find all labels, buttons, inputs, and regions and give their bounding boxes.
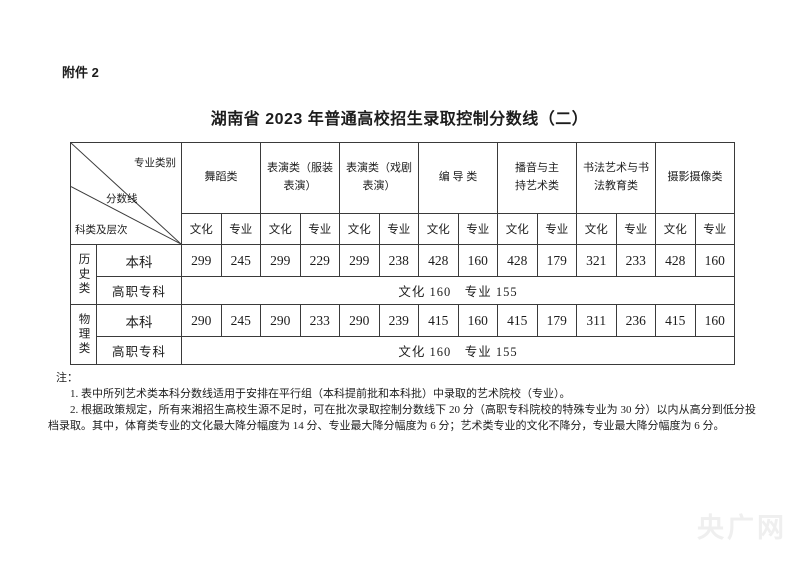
- page-title: 湖南省 2023 年普通高校招生录取控制分数线（二）: [210, 111, 589, 128]
- score-cell: 428: [497, 244, 538, 277]
- subheader-culture: 文化: [655, 213, 696, 245]
- category-header-directing: 编 导 类: [418, 142, 498, 214]
- score-cell: 229: [299, 244, 340, 277]
- category-header-broadcasting: 播音与主 持艺术类: [497, 142, 577, 214]
- table-row-physics-vocational: 高职专科 文化 160 专业 155: [71, 336, 735, 365]
- subheader-major: 专业: [615, 213, 656, 245]
- table-row-physics-undergrad: 物理类 本科 290 245 290 233 290 239 415 160 4…: [70, 304, 735, 365]
- score-cell: 160: [457, 244, 498, 277]
- category-header-performance-drama: 表演类（戏剧 表演）: [339, 142, 419, 214]
- subheader-culture: 文化: [260, 213, 301, 245]
- score-cell: 428: [418, 244, 459, 277]
- score-cell: 290: [339, 304, 380, 337]
- score-cell: 160: [457, 304, 498, 337]
- diagonal-divider-lines: [71, 143, 181, 244]
- subheader-major: 专业: [220, 213, 261, 245]
- category-header-calligraphy: 书法艺术与书 法教育类: [576, 142, 656, 214]
- attachment-label: 附件 2: [62, 65, 99, 80]
- vocational-merged-scores: 文化 160 专业 155: [181, 276, 735, 305]
- corner-label-subject-level: 科类及层次: [75, 225, 128, 237]
- score-cell: 238: [378, 244, 419, 277]
- score-cell: 160: [694, 244, 735, 277]
- table-header-row-categories: 专业类别 分数线 科类及层次 舞蹈类 表演类（服装 表演） 表演类（戏剧 表演）…: [70, 142, 735, 245]
- score-cell: 415: [497, 304, 538, 337]
- subheader-major: 专业: [378, 213, 419, 245]
- category-header-performance-fashion: 表演类（服装 表演）: [260, 142, 340, 214]
- score-table: 专业类别 分数线 科类及层次 舞蹈类 表演类（服装 表演） 表演类（戏剧 表演）…: [70, 142, 735, 365]
- subheader-culture: 文化: [576, 213, 617, 245]
- notes-section: 注： 1. 表中所列艺术类本科分数线适用于安排在平行组（本科提前批和本科批）中录…: [48, 371, 756, 435]
- group-label-physics: 物理类: [70, 304, 97, 365]
- category-header-dance: 舞蹈类: [181, 142, 261, 214]
- corner-label-professional-category: 专业类别: [134, 158, 176, 169]
- watermark-text: 央广网: [697, 513, 787, 543]
- score-cell: 290: [260, 304, 301, 337]
- level-label-vocational: 高职专科: [96, 276, 182, 305]
- score-cell: 321: [576, 244, 617, 277]
- score-cell: 290: [181, 304, 222, 337]
- subheader-major: 专业: [457, 213, 498, 245]
- corner-label-score-line: 分数线: [106, 194, 138, 205]
- subheader-culture: 文化: [181, 213, 222, 245]
- score-cell: 239: [378, 304, 419, 337]
- score-cell: 299: [260, 244, 301, 277]
- level-label-undergrad: 本科: [96, 304, 182, 337]
- subheader-major: 专业: [694, 213, 735, 245]
- score-cell: 299: [181, 244, 222, 277]
- score-cell: 179: [536, 244, 577, 277]
- score-cell: 415: [655, 304, 696, 337]
- score-cell: 233: [615, 244, 656, 277]
- corner-header-cell: 专业类别 分数线 科类及层次: [70, 142, 182, 245]
- score-cell: 179: [536, 304, 577, 337]
- table-row-history-undergrad: 历史类 本科 299 245 299 229 299 238 428 160 4…: [70, 244, 735, 305]
- subheader-major: 专业: [299, 213, 340, 245]
- note-item-1: 1. 表中所列艺术类本科分数线适用于安排在平行组（本科提前批和本科批）中录取的艺…: [70, 387, 571, 400]
- vocational-merged-scores: 文化 160 专业 155: [181, 336, 735, 365]
- subheader-culture: 文化: [339, 213, 380, 245]
- level-label-undergrad: 本科: [96, 244, 182, 277]
- level-label-vocational: 高职专科: [96, 336, 182, 365]
- note-item-2: 2. 根据政策规定，所有来湘招生高校生源不足时，可在批次录取控制分数线下 20 …: [48, 403, 756, 432]
- subheader-major: 专业: [536, 213, 577, 245]
- notes-label: 注：: [56, 372, 78, 384]
- score-cell: 245: [220, 244, 261, 277]
- category-header-photography: 摄影摄像类: [655, 142, 735, 214]
- score-cell: 299: [339, 244, 380, 277]
- score-cell: 160: [694, 304, 735, 337]
- table-header-row-subcolumns: 文化 专业 文化 专业 文化 专业 文化 专业 文化 专业 文化 专业 文化 专…: [71, 213, 735, 245]
- score-cell: 415: [418, 304, 459, 337]
- subheader-culture: 文化: [497, 213, 538, 245]
- score-cell: 233: [299, 304, 340, 337]
- score-cell: 245: [220, 304, 261, 337]
- score-cell: 428: [655, 244, 696, 277]
- subheader-culture: 文化: [418, 213, 459, 245]
- score-cell: 311: [576, 304, 617, 337]
- score-cell: 236: [615, 304, 656, 337]
- group-label-history: 历史类: [70, 244, 97, 305]
- table-row-history-vocational: 高职专科 文化 160 专业 155: [71, 276, 735, 305]
